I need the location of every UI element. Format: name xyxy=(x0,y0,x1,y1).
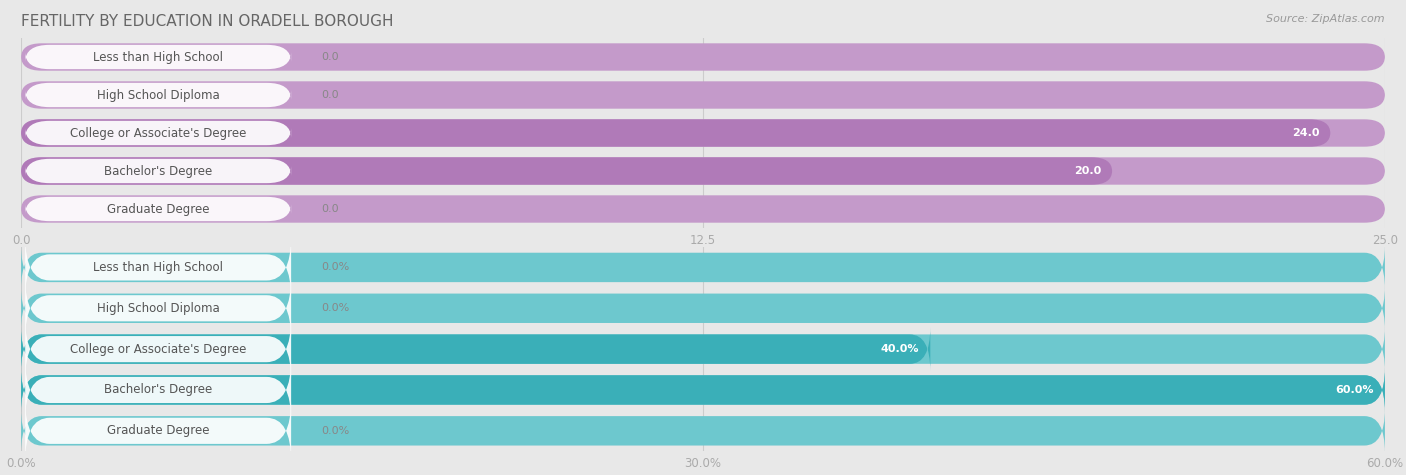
FancyBboxPatch shape xyxy=(25,359,291,421)
FancyBboxPatch shape xyxy=(21,327,931,371)
FancyBboxPatch shape xyxy=(21,286,1385,330)
Text: Graduate Degree: Graduate Degree xyxy=(107,424,209,437)
Text: 0.0%: 0.0% xyxy=(321,303,349,314)
Text: Less than High School: Less than High School xyxy=(93,261,224,274)
Text: 0.0%: 0.0% xyxy=(321,426,349,436)
Text: Bachelor's Degree: Bachelor's Degree xyxy=(104,383,212,397)
FancyBboxPatch shape xyxy=(25,121,291,145)
FancyBboxPatch shape xyxy=(21,157,1112,185)
Text: 0.0: 0.0 xyxy=(321,90,339,100)
Text: 20.0: 20.0 xyxy=(1074,166,1101,176)
Text: 40.0%: 40.0% xyxy=(882,344,920,354)
FancyBboxPatch shape xyxy=(25,45,291,69)
Text: Source: ZipAtlas.com: Source: ZipAtlas.com xyxy=(1267,14,1385,24)
FancyBboxPatch shape xyxy=(25,318,291,380)
FancyBboxPatch shape xyxy=(21,43,1385,71)
FancyBboxPatch shape xyxy=(21,327,1385,371)
FancyBboxPatch shape xyxy=(21,81,1385,109)
Text: College or Associate's Degree: College or Associate's Degree xyxy=(70,342,246,356)
FancyBboxPatch shape xyxy=(21,246,1385,289)
FancyBboxPatch shape xyxy=(25,237,291,298)
Text: Less than High School: Less than High School xyxy=(93,50,224,64)
FancyBboxPatch shape xyxy=(21,368,1385,412)
FancyBboxPatch shape xyxy=(21,409,1385,453)
Text: College or Associate's Degree: College or Associate's Degree xyxy=(70,126,246,140)
Text: 24.0: 24.0 xyxy=(1292,128,1319,138)
FancyBboxPatch shape xyxy=(21,368,1385,412)
Text: 0.0%: 0.0% xyxy=(321,262,349,273)
FancyBboxPatch shape xyxy=(21,119,1385,147)
Text: Graduate Degree: Graduate Degree xyxy=(107,202,209,216)
Text: 0.0: 0.0 xyxy=(321,204,339,214)
FancyBboxPatch shape xyxy=(25,159,291,183)
Text: FERTILITY BY EDUCATION IN ORADELL BOROUGH: FERTILITY BY EDUCATION IN ORADELL BOROUG… xyxy=(21,14,394,29)
FancyBboxPatch shape xyxy=(25,83,291,107)
FancyBboxPatch shape xyxy=(25,277,291,339)
FancyBboxPatch shape xyxy=(21,157,1385,185)
Text: High School Diploma: High School Diploma xyxy=(97,302,219,315)
Text: 0.0: 0.0 xyxy=(321,52,339,62)
FancyBboxPatch shape xyxy=(25,197,291,221)
Text: Bachelor's Degree: Bachelor's Degree xyxy=(104,164,212,178)
Text: High School Diploma: High School Diploma xyxy=(97,88,219,102)
FancyBboxPatch shape xyxy=(21,119,1330,147)
FancyBboxPatch shape xyxy=(21,195,1385,223)
FancyBboxPatch shape xyxy=(25,400,291,462)
Text: 60.0%: 60.0% xyxy=(1336,385,1374,395)
